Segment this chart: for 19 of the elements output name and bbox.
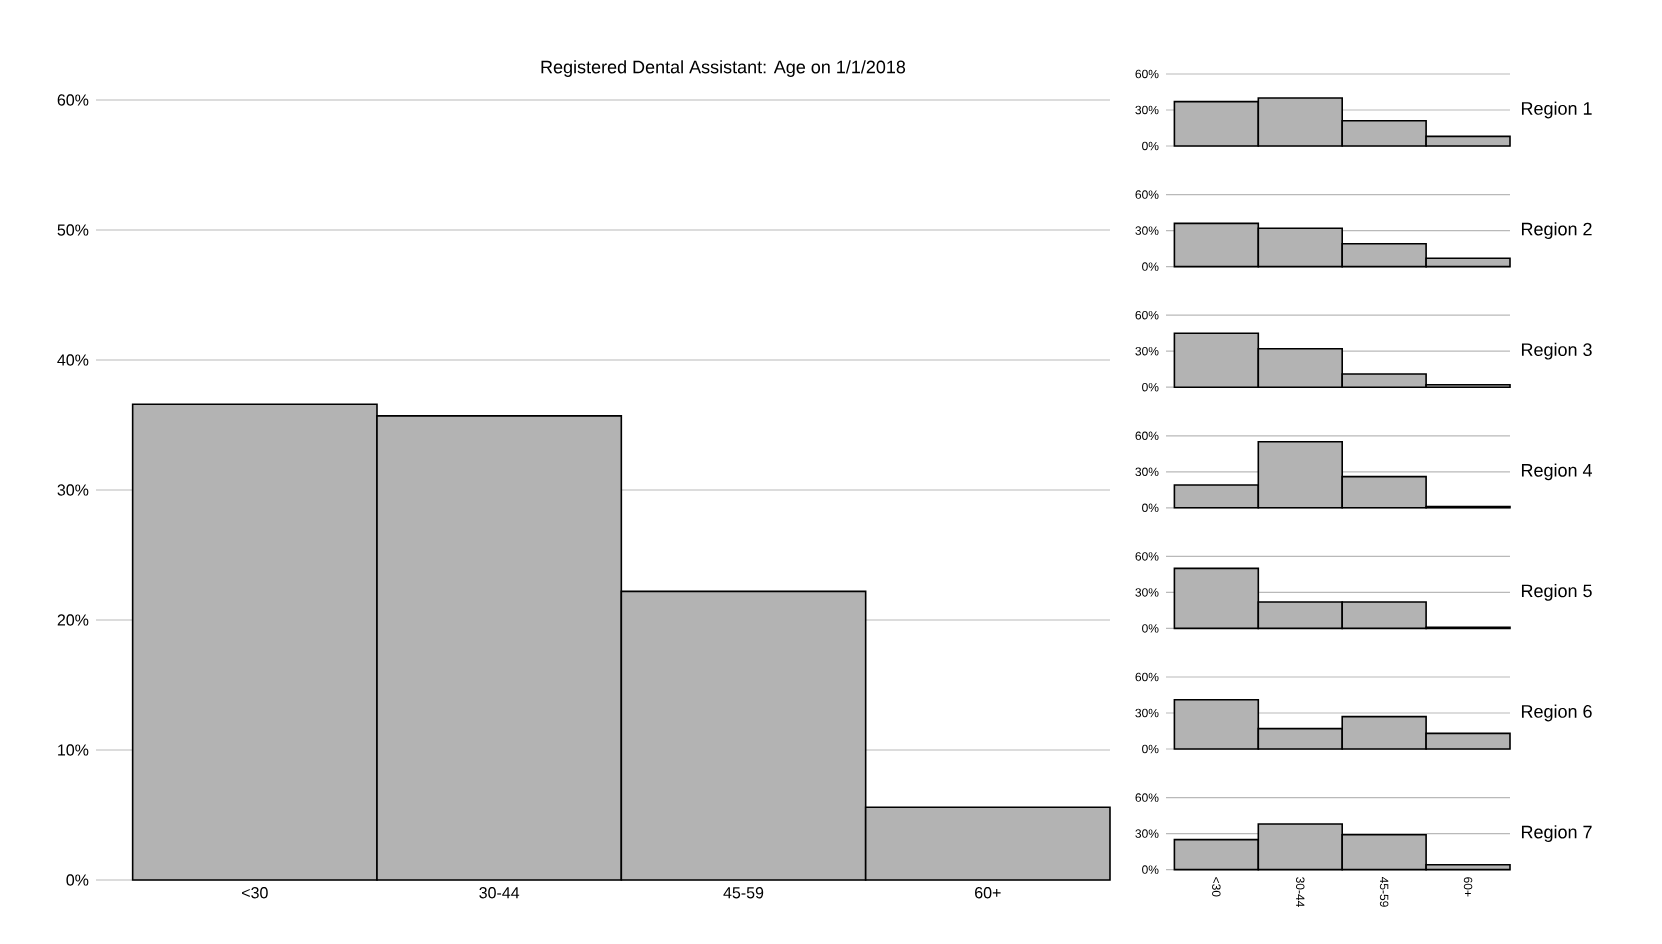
y-axis-title: Region 6 — [1521, 704, 1592, 722]
y-axis-title: Region 5 — [1521, 584, 1592, 601]
y-tick-label: 50% — [57, 224, 89, 236]
y-tick-label: 20% — [57, 614, 89, 626]
y-tick-label: 30% — [57, 484, 89, 496]
y-axis-title: Region 2 — [1521, 222, 1592, 239]
x-tick-label: <30 — [242, 887, 268, 899]
x-tick-label: 45-59 — [723, 887, 764, 899]
y-tick-label: 10% — [58, 744, 89, 756]
chart-title: Registered Dental Assistant: Age on 1/1/2018 — [541, 60, 906, 77]
y-axis-title: Region 4 — [1521, 463, 1592, 481]
x-tick-label: 60+ — [975, 887, 1001, 899]
y-axis-title: Region 3 — [1521, 342, 1592, 360]
y-tick-label: 40% — [57, 354, 89, 366]
x-tick-label: 30-44 — [479, 887, 520, 899]
y-axis-title: Region 7 — [1521, 825, 1592, 842]
y-tick-label: 0% — [66, 874, 89, 886]
y-axis-title: Region 1 — [1521, 101, 1592, 119]
y-tick-label: 60% — [57, 94, 89, 106]
